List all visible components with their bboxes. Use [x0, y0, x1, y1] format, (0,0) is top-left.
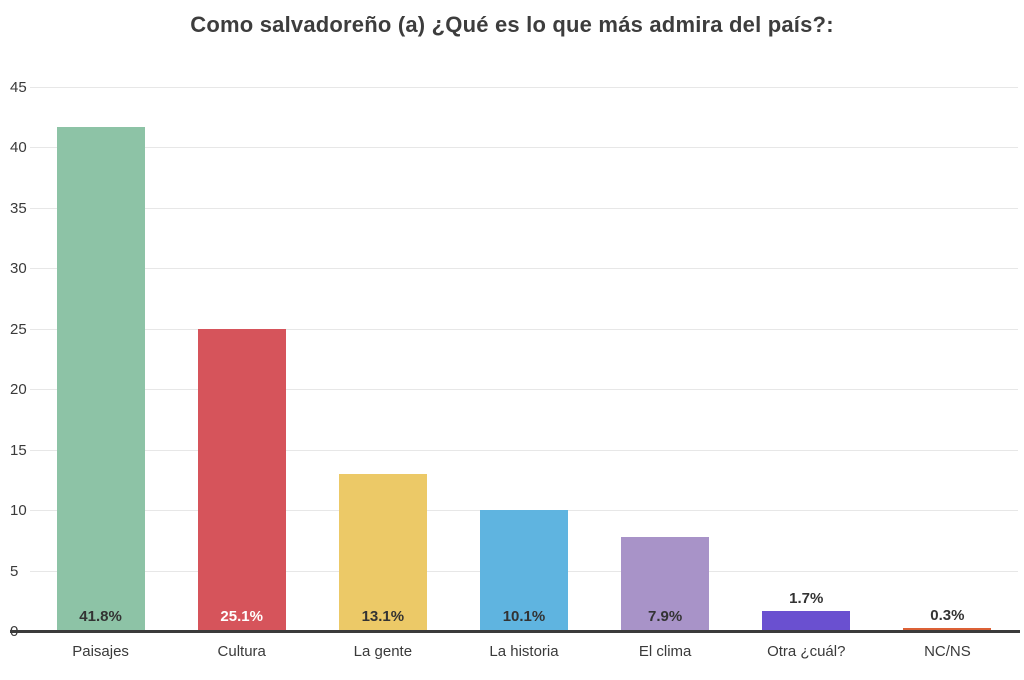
- x-axis-category-label: NC/NS: [924, 643, 971, 660]
- bar-value-label: 41.8%: [79, 608, 122, 625]
- bar-column: 13.1% La gente: [312, 88, 453, 660]
- y-axis-tick-label: 15: [10, 441, 27, 459]
- bar-value-label: 10.1%: [502, 608, 546, 625]
- gridline: [30, 147, 1018, 149]
- y-axis-tick-label: 20: [10, 381, 27, 399]
- bar-la-gente: 13.1%: [338, 473, 427, 632]
- y-axis-tick-label: 25: [10, 320, 27, 338]
- y-axis-tick-label: 40: [10, 139, 27, 157]
- bar-column: 7.9% El clima: [595, 88, 736, 660]
- chart-title: Como salvadoreño (a) ¿Qué es lo que más …: [190, 12, 834, 37]
- bar-value-label: 13.1%: [361, 608, 405, 625]
- bars-row: 41.8% Paisajes 25.1% Cultura 13.1% La gente 10…: [30, 88, 1018, 660]
- gridline: [30, 87, 1018, 88]
- plot-area: 41.8% Paisajes 25.1% Cultura 13.1% La gente 10…: [10, 87, 1020, 660]
- bar-column: 41.8% Paisajes: [30, 88, 171, 660]
- bar-value-label: 7.9%: [648, 608, 683, 625]
- y-axis-tick-label: 30: [10, 260, 27, 278]
- x-axis-category-label: Otra ¿cuál?: [767, 643, 846, 660]
- bar-el-clima: 7.9%: [621, 536, 710, 632]
- bar-column: 0.3% NC/NS: [877, 88, 1018, 660]
- bar-column: 25.1% Cultura: [171, 88, 312, 660]
- bar-paisajes: 41.8%: [56, 126, 145, 632]
- bar-la-historia: 10.1%: [479, 509, 568, 632]
- y-axis: 051015202530354045: [10, 80, 30, 640]
- bar-otra-cual: 1.7%: [762, 590, 851, 632]
- x-axis-category-label: El clima: [638, 643, 692, 660]
- bar-value-label: 0.3%: [930, 607, 965, 625]
- bar-cultura: 25.1%: [197, 328, 286, 632]
- y-axis-tick-label: 10: [10, 502, 27, 520]
- x-axis-category-label: La gente: [353, 643, 413, 660]
- gridline: [30, 389, 1018, 391]
- bar-value-label: 25.1%: [220, 608, 263, 625]
- bar-value-label: 1.7%: [789, 590, 824, 608]
- gridline: [30, 207, 1018, 209]
- bar-column: 1.7% Otra ¿cuál?: [736, 88, 877, 660]
- gridline: [30, 449, 1018, 451]
- x-axis-category-label: Cultura: [217, 643, 266, 660]
- y-axis-tick-label: 35: [10, 199, 27, 217]
- y-axis-tick-label: 5: [10, 562, 19, 580]
- x-axis-category-label: La historia: [489, 643, 559, 660]
- gridline: [30, 268, 1018, 270]
- bar-column: 10.1% La historia: [453, 88, 594, 660]
- y-axis-tick-label: 45: [10, 79, 27, 96]
- x-axis-line: [10, 630, 1020, 633]
- x-axis-category-label: Paisajes: [72, 643, 129, 660]
- gridline: [30, 328, 1018, 330]
